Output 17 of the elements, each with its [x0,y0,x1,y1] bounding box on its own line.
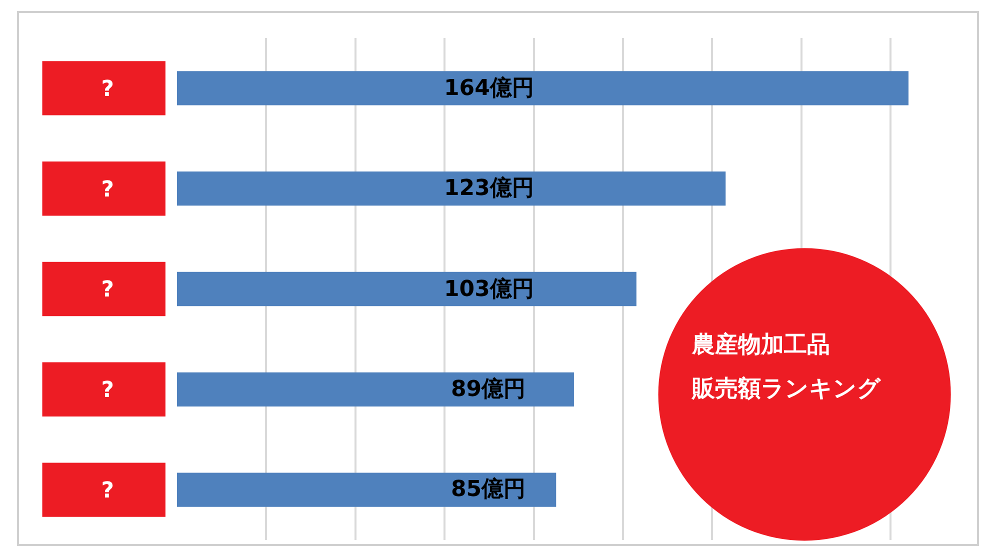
data-label: 85億円 [451,477,526,502]
text: 販売額ランキング [691,376,882,402]
y-tick-label: ? [101,76,114,102]
data-label: 123億円 [444,176,534,201]
bar [177,272,636,306]
data-label: 164億円 [444,76,534,101]
y-tick-label: ? [101,177,114,202]
bar [177,472,556,507]
y-tick-label: ? [101,378,114,404]
data-label: 103億円 [444,277,534,302]
bar [177,372,574,406]
bar [177,71,908,106]
bar [177,172,726,206]
y-tick-label: ? [101,478,114,504]
text: 農産物加工品 [691,331,830,358]
data-label: 89億円 [451,377,526,402]
y-tick-label: ? [101,278,114,303]
